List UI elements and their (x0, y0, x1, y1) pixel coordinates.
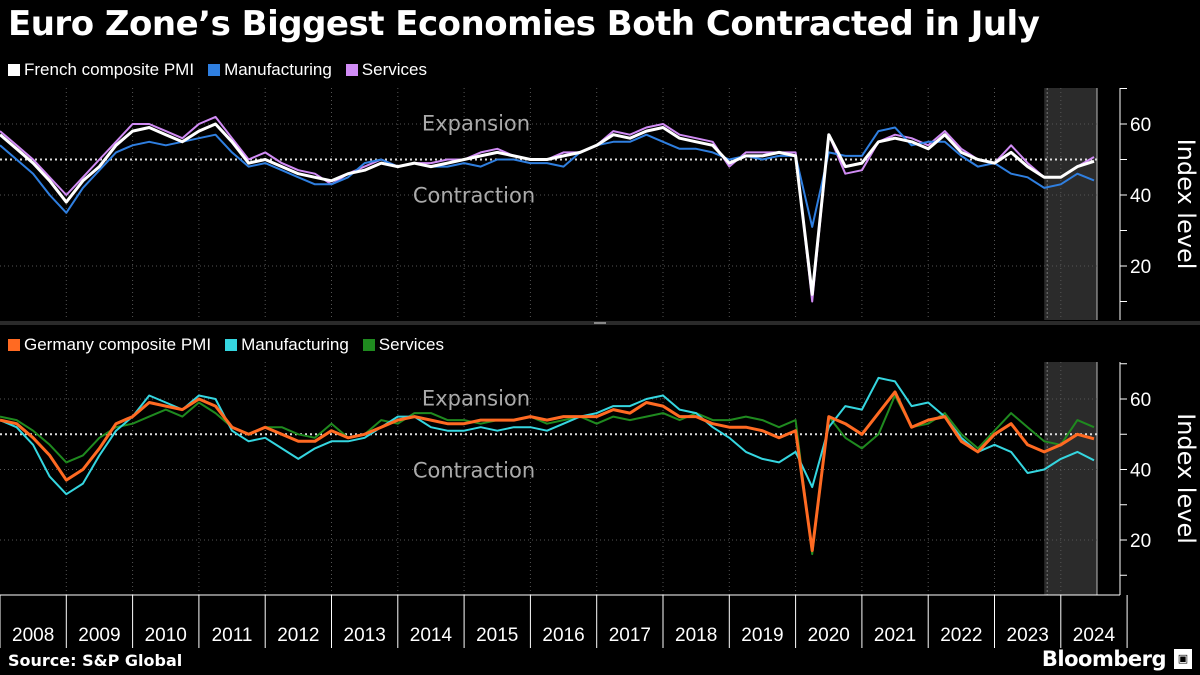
legend-label-french-composite: French composite PMI (24, 60, 195, 79)
legend-label-germany-services: Services (378, 335, 444, 354)
legend-swatch-french-manufacturing (208, 64, 221, 76)
france-annotation-contraction: Contraction (413, 184, 535, 208)
legend-swatch-germany-composite (8, 339, 20, 351)
legend-label-french-manufacturing: Manufacturing (224, 60, 332, 79)
legend-item-french-services: Services (345, 60, 427, 80)
x-tick-label-2012: 2012 (277, 625, 320, 646)
chart-title: Euro Zone’s Biggest Economies Both Contr… (8, 4, 1040, 44)
x-tick-label-2016: 2016 (542, 625, 585, 646)
x-tick-label-2014: 2014 (409, 625, 453, 646)
bloomberg-logo: Bloomberg (1041, 647, 1167, 671)
france-y-tick-label-60: 60 (1130, 115, 1151, 136)
x-tick-label-2010: 2010 (144, 625, 187, 646)
x-tick-label-2013: 2013 (343, 625, 386, 646)
legend-swatch-germany-services (362, 339, 375, 351)
x-tick-label-2018: 2018 (675, 625, 718, 646)
legend-bottom: Germany composite PMI Manufacturing Serv… (8, 335, 444, 355)
germany-series-germany-composite-pmi-line (0, 390, 1095, 553)
x-axis-years: 2008 2009 2010 2011 2012 2013 2014 2015 2016 2017… (0, 625, 1120, 647)
x-tick-label-2009: 2009 (78, 625, 121, 646)
legend-item-germany-services: Services (362, 335, 444, 355)
x-tick-label-2011: 2011 (211, 625, 253, 646)
x-tick-label-2021: 2021 (873, 625, 917, 646)
legend-label-french-services: Services (361, 60, 427, 79)
bloomberg-terminal-icon: ▣ (1174, 649, 1192, 669)
legend-item-germany-manufacturing: Manufacturing (225, 335, 349, 355)
legend-item-germany-composite: Germany composite PMI (8, 335, 211, 355)
france-y-tick-label-20: 20 (1130, 257, 1151, 278)
x-tick-label-2022: 2022 (940, 625, 983, 646)
legend-item-french-composite: French composite PMI (8, 60, 194, 80)
x-tick-label-2024: 2024 (1072, 625, 1116, 646)
france-annotation-expansion: Expansion (422, 112, 530, 136)
legend-label-germany-composite: Germany composite PMI (24, 335, 212, 354)
x-tick-label-2008: 2008 (12, 625, 55, 646)
legend-swatch-french-composite (8, 64, 20, 76)
x-tick-label-2020: 2020 (807, 625, 850, 646)
x-tick-label-2023: 2023 (1006, 625, 1049, 646)
legend-swatch-germany-manufacturing (225, 339, 238, 351)
germany-y-tick-label-20: 20 (1130, 531, 1151, 552)
germany-highlight-band (1044, 362, 1097, 595)
france-series-manufacturing-line (0, 126, 1095, 228)
germany-y-axis-label: Index level (1172, 413, 1200, 544)
x-tick-label-2015: 2015 (476, 625, 519, 646)
x-tick-label-2019: 2019 (741, 625, 784, 646)
france-y-axis-label: Index level (1172, 139, 1200, 270)
france-highlight-band (1044, 88, 1097, 320)
source-note: Source: S&P Global (8, 651, 183, 670)
legend-item-french-manufacturing: Manufacturing (208, 60, 332, 80)
legend-label-germany-manufacturing: Manufacturing (241, 335, 349, 354)
germany-annotation-contraction: Contraction (413, 458, 535, 482)
germany-series-manufacturing-line (0, 376, 1095, 496)
france-y-tick-label-40: 40 (1130, 186, 1151, 207)
germany-annotation-expansion: Expansion (422, 386, 530, 410)
x-tick-label-2017: 2017 (608, 625, 651, 646)
france-series-french-composite-pmi-line (0, 122, 1095, 296)
germany-y-tick-label-60: 60 (1130, 390, 1151, 411)
legend-swatch-french-services (345, 64, 358, 76)
germany-y-tick-label-40: 40 (1130, 461, 1151, 482)
legend-top: French composite PMI Manufacturing Servi… (8, 60, 427, 80)
